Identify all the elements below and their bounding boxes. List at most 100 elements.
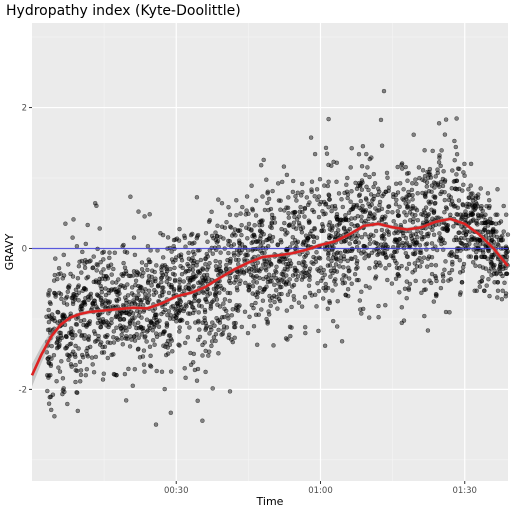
- data-point: [246, 288, 251, 293]
- data-point: [345, 258, 350, 264]
- data-point: [111, 340, 117, 345]
- data-point: [317, 256, 323, 261]
- data-point: [425, 233, 431, 239]
- data-point: [431, 194, 436, 199]
- data-point: [435, 170, 440, 176]
- data-point: [68, 326, 74, 331]
- data-point: [144, 317, 150, 322]
- data-point: [327, 197, 332, 202]
- data-point: [191, 284, 196, 289]
- data-point: [190, 249, 196, 255]
- data-point: [389, 281, 395, 286]
- data-point: [136, 335, 141, 340]
- data-point: [290, 241, 295, 246]
- data-point: [454, 151, 460, 157]
- data-point: [173, 237, 178, 242]
- data-point: [247, 269, 252, 274]
- data-point: [343, 249, 348, 254]
- data-point: [259, 307, 264, 312]
- data-point: [216, 351, 221, 356]
- data-point: [203, 369, 208, 375]
- data-point: [371, 171, 376, 177]
- data-point: [284, 205, 289, 210]
- data-point: [167, 276, 172, 281]
- data-point: [438, 236, 444, 241]
- data-point: [203, 262, 208, 267]
- data-point: [116, 277, 121, 282]
- data-point: [334, 160, 339, 166]
- data-point: [326, 256, 331, 261]
- data-point: [159, 275, 165, 280]
- data-point: [45, 373, 50, 378]
- data-point: [162, 263, 168, 268]
- data-point: [207, 291, 213, 296]
- data-point: [474, 220, 479, 226]
- data-point: [100, 344, 105, 350]
- data-point: [357, 205, 362, 211]
- data-point: [194, 263, 199, 268]
- data-point: [487, 197, 492, 203]
- data-point: [412, 261, 417, 266]
- data-point: [79, 270, 84, 275]
- data-point: [412, 251, 417, 257]
- data-point: [331, 265, 336, 271]
- data-point: [426, 172, 432, 177]
- data-point: [94, 268, 99, 273]
- data-point: [114, 325, 119, 330]
- data-point: [216, 327, 221, 333]
- data-point: [300, 242, 305, 247]
- data-point: [470, 191, 475, 196]
- data-point: [394, 181, 399, 187]
- data-point: [419, 259, 424, 265]
- data-point: [380, 251, 386, 257]
- data-point: [502, 280, 507, 285]
- data-point: [134, 272, 140, 278]
- data-point: [339, 339, 345, 344]
- data-point: [326, 222, 331, 228]
- data-point: [266, 207, 271, 213]
- data-point: [160, 255, 166, 260]
- data-point: [146, 259, 152, 265]
- data-point: [307, 200, 312, 205]
- data-point: [134, 332, 139, 337]
- data-point: [495, 295, 500, 300]
- data-point: [117, 323, 123, 328]
- data-point: [344, 189, 350, 195]
- data-point: [321, 296, 326, 301]
- data-point: [279, 284, 284, 290]
- data-point: [54, 345, 60, 351]
- data-point: [272, 282, 277, 287]
- data-point: [67, 330, 72, 335]
- data-point: [118, 317, 123, 322]
- data-point: [302, 254, 307, 260]
- data-point: [367, 315, 372, 320]
- data-point: [293, 194, 298, 199]
- data-point: [407, 210, 413, 215]
- data-point: [359, 163, 365, 169]
- data-point: [438, 285, 444, 291]
- data-point: [363, 283, 369, 289]
- data-point: [105, 355, 111, 361]
- data-point: [284, 308, 289, 313]
- data-point: [453, 203, 458, 209]
- data-point: [286, 210, 291, 216]
- data-point: [65, 262, 71, 267]
- data-point: [411, 132, 416, 137]
- data-point: [285, 230, 290, 235]
- data-point: [303, 263, 308, 269]
- data-point: [75, 408, 81, 414]
- data-point: [402, 210, 407, 215]
- data-point: [493, 221, 498, 227]
- data-point: [500, 288, 505, 293]
- data-point: [221, 236, 226, 241]
- data-point: [98, 260, 103, 265]
- data-point: [178, 255, 184, 260]
- data-point: [346, 217, 351, 223]
- data-point: [349, 281, 354, 286]
- data-point: [407, 281, 413, 287]
- data-point: [293, 272, 298, 277]
- data-point: [487, 293, 492, 299]
- data-point: [225, 290, 231, 296]
- data-point: [376, 186, 381, 192]
- data-point: [303, 330, 308, 336]
